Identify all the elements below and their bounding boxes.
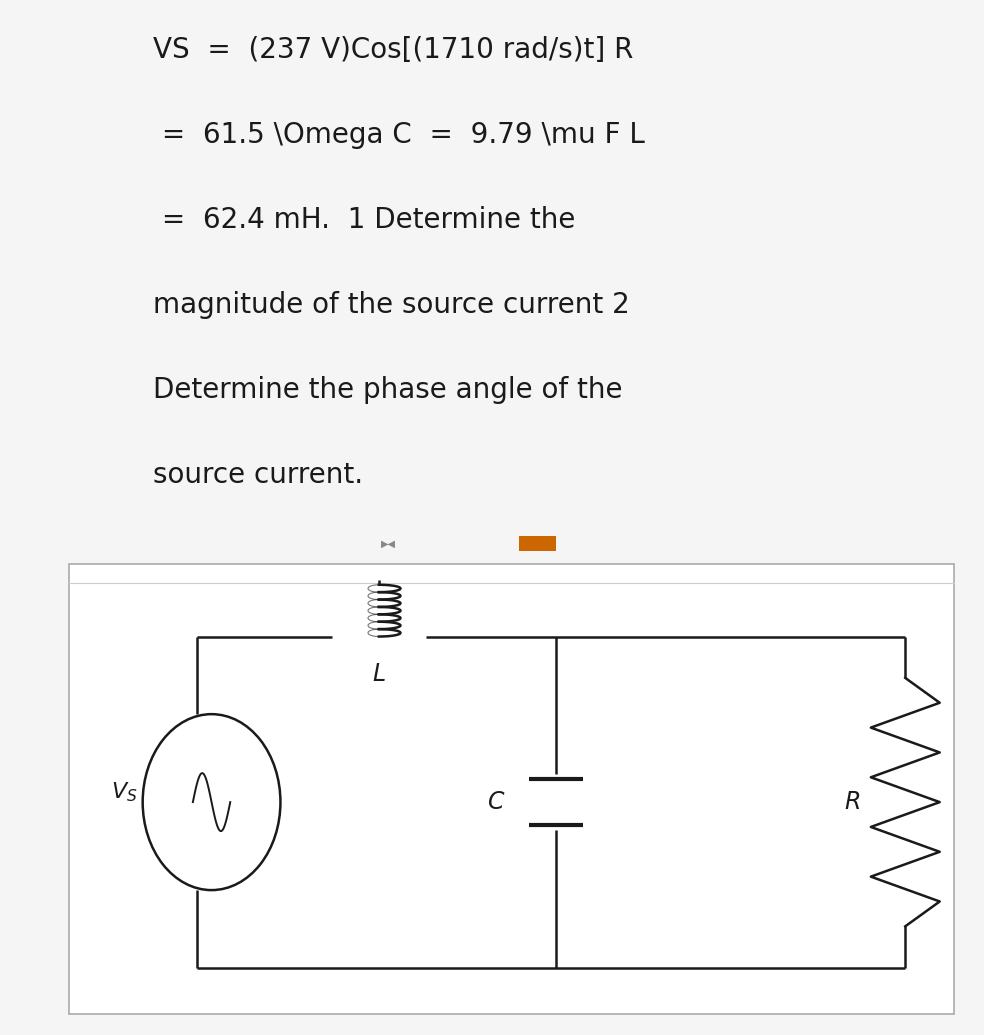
Text: source current.: source current. xyxy=(153,461,363,489)
Text: magnitude of the source current 2: magnitude of the source current 2 xyxy=(153,291,630,319)
Polygon shape xyxy=(69,564,954,1014)
Text: Determine the phase angle of the: Determine the phase angle of the xyxy=(153,376,622,404)
Text: L: L xyxy=(372,662,386,686)
Text: C: C xyxy=(488,790,504,815)
Text: $V_S$: $V_S$ xyxy=(111,780,138,803)
Bar xyxy=(519,536,556,551)
Text: VS  =  (237 V)Cos[(1710 rad/s)t] R: VS = (237 V)Cos[(1710 rad/s)t] R xyxy=(153,36,633,64)
Text: ▶◀: ▶◀ xyxy=(381,538,397,549)
Text: =  61.5 \Omega C  =  9.79 \mu F L: = 61.5 \Omega C = 9.79 \mu F L xyxy=(153,121,645,149)
Text: R: R xyxy=(844,790,861,815)
Text: =  62.4 mH.  1 Determine the: = 62.4 mH. 1 Determine the xyxy=(153,206,575,234)
